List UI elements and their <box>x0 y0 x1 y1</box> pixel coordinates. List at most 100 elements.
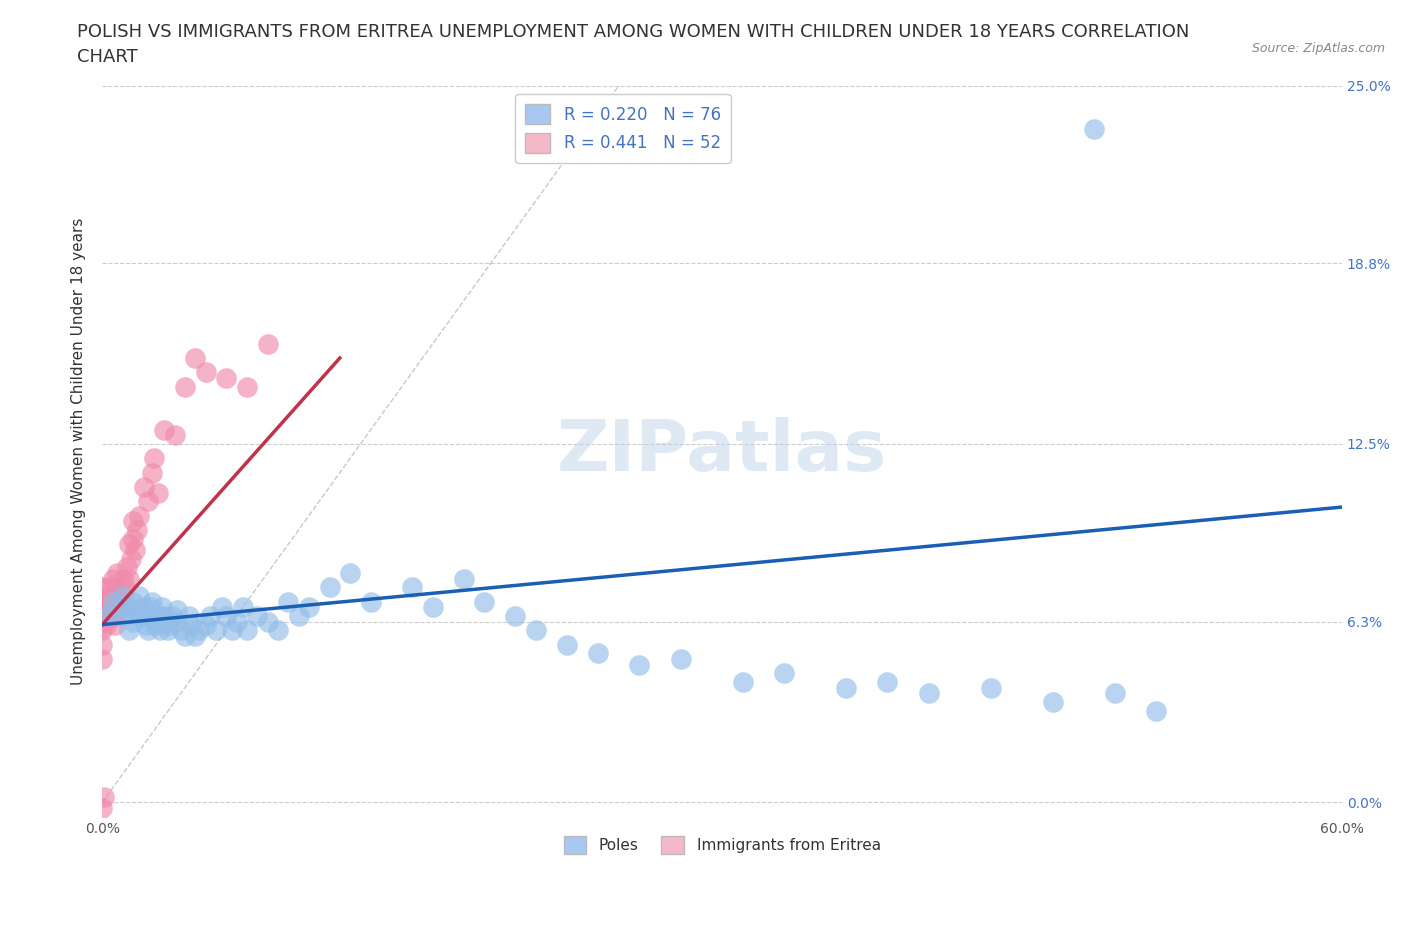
Text: Source: ZipAtlas.com: Source: ZipAtlas.com <box>1251 42 1385 55</box>
Point <box>93 615 115 630</box>
Point <box>96 618 118 632</box>
Point <box>194 365 217 379</box>
Point <box>236 379 259 394</box>
Point <box>146 485 169 500</box>
Point <box>120 551 142 566</box>
Point <box>256 615 278 630</box>
Point <box>100 589 122 604</box>
Point <box>246 608 269 623</box>
Point <box>132 600 155 615</box>
Point <box>835 680 858 695</box>
Point <box>177 608 200 623</box>
Point <box>100 600 122 615</box>
Point <box>145 618 167 632</box>
Point <box>91 637 114 652</box>
Point <box>1144 703 1167 718</box>
Point <box>211 600 233 615</box>
Point <box>205 623 228 638</box>
Point <box>173 379 195 394</box>
Point <box>198 608 221 623</box>
Point <box>91 652 114 667</box>
Point <box>215 370 238 385</box>
Point <box>298 600 321 615</box>
Point <box>111 589 134 604</box>
Point <box>101 608 124 623</box>
Point <box>401 580 423 595</box>
Point <box>142 451 165 466</box>
Point <box>225 615 247 630</box>
Point <box>221 623 243 638</box>
Y-axis label: Unemployment Among Women with Children Under 18 years: Unemployment Among Women with Children U… <box>72 218 86 684</box>
Point <box>422 600 444 615</box>
Point <box>163 615 186 630</box>
Point <box>628 658 651 672</box>
Point <box>115 600 138 615</box>
Point <box>118 571 141 586</box>
Point <box>215 608 238 623</box>
Point <box>93 790 115 804</box>
Point <box>170 623 193 638</box>
Point <box>141 465 163 480</box>
Point <box>122 514 145 529</box>
Point <box>153 422 176 437</box>
Point <box>194 618 217 632</box>
Point <box>136 608 159 623</box>
Point <box>97 608 120 623</box>
Point <box>453 571 475 586</box>
Point <box>107 594 129 609</box>
Point <box>114 580 136 595</box>
Point <box>267 623 290 638</box>
Point <box>128 589 150 604</box>
Point <box>138 600 160 615</box>
Point <box>277 594 299 609</box>
Point <box>128 608 150 623</box>
Point <box>153 608 176 623</box>
Point <box>104 618 127 632</box>
Point <box>118 537 141 551</box>
Text: POLISH VS IMMIGRANTS FROM ERITREA UNEMPLOYMENT AMONG WOMEN WITH CHILDREN UNDER 1: POLISH VS IMMIGRANTS FROM ERITREA UNEMPL… <box>77 23 1189 41</box>
Legend: Poles, Immigrants from Eritrea: Poles, Immigrants from Eritrea <box>557 830 887 860</box>
Point <box>124 542 146 557</box>
Point <box>318 580 340 595</box>
Point <box>122 615 145 630</box>
Point <box>184 351 207 365</box>
Point <box>91 580 114 595</box>
Point <box>159 618 181 632</box>
Point <box>505 608 527 623</box>
Point <box>96 600 118 615</box>
Point <box>173 629 195 644</box>
Point <box>141 594 163 609</box>
Point <box>101 594 124 609</box>
Point <box>1083 121 1105 136</box>
Point <box>157 623 180 638</box>
Point <box>110 589 132 604</box>
Point <box>876 674 898 689</box>
Point <box>118 623 141 638</box>
Point <box>149 623 172 638</box>
Point <box>162 608 184 623</box>
Point <box>91 623 114 638</box>
Point <box>149 608 172 623</box>
Point <box>101 571 124 586</box>
Point <box>586 645 609 660</box>
Point <box>474 594 496 609</box>
Point <box>150 600 173 615</box>
Point <box>122 531 145 546</box>
Point <box>1042 695 1064 710</box>
Text: CHART: CHART <box>77 48 138 66</box>
Point <box>91 594 114 609</box>
Point <box>184 629 207 644</box>
Point <box>980 680 1002 695</box>
Point <box>97 608 120 623</box>
Point <box>124 603 146 618</box>
Point <box>97 594 120 609</box>
Point <box>93 594 115 609</box>
Point <box>555 637 578 652</box>
Point <box>105 608 128 623</box>
Point <box>731 674 754 689</box>
Point <box>132 605 155 620</box>
Point <box>669 652 692 667</box>
Point <box>136 623 159 638</box>
Point <box>773 666 796 681</box>
Point <box>127 523 149 538</box>
